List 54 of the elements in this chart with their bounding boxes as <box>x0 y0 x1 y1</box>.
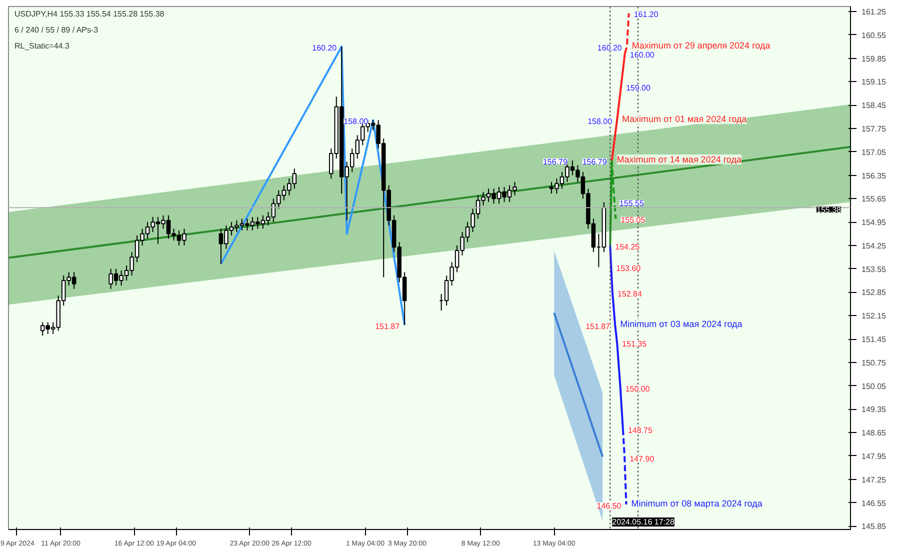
y-tick-label: 148.65 <box>862 428 887 438</box>
annotation: 151.35 <box>622 339 648 348</box>
y-tick-label: 159.15 <box>862 78 887 87</box>
y-tick-label: 151.45 <box>862 335 887 344</box>
annotation: 146.50 <box>596 501 622 510</box>
annotation: Minimum от 08 марта 2024 года <box>631 498 762 508</box>
y-tick-label: 159.85 <box>862 54 887 64</box>
y-tick-label: 154.25 <box>862 241 887 250</box>
annotation: 147.90 <box>630 454 655 464</box>
annotation: 148.75 <box>628 426 653 436</box>
y-tick-label: 147.95 <box>862 452 887 461</box>
y-tick-label: 147.25 <box>862 475 887 484</box>
annotation: Maximum от 29 апреля 2024 года <box>632 40 770 51</box>
ref-line-label: 155.38 <box>816 206 842 215</box>
y-tick-label: 152.85 <box>862 288 887 298</box>
chart-title: USDJPY,H4 155.33 155.54 155.28 155.38 <box>14 10 165 18</box>
y-tick-label: 156.35 <box>862 171 887 180</box>
annotation: RL_Static=44.3 <box>14 42 70 50</box>
annotation: 156.79 <box>582 158 608 167</box>
annotation: 158.00 <box>344 117 369 126</box>
annotation: 154.25 <box>615 242 640 252</box>
annotation: 152.84 <box>617 290 642 299</box>
annotation: 159.00 <box>626 84 651 93</box>
annotation: 6 / 240 / 55 / 89 / APs-3 <box>14 26 99 34</box>
annotation: 160.20 <box>312 44 338 53</box>
annotation: Maximum от 01 мая 2024 года <box>622 114 747 124</box>
annotation: 160.00 <box>630 50 655 60</box>
annotation: 160.20 <box>597 44 622 53</box>
annotation: 155.55 <box>619 199 644 208</box>
y-tick-label: 157.75 <box>862 124 887 134</box>
y-tick-label: 149.35 <box>862 405 887 414</box>
annotation: 151.87 <box>375 322 400 331</box>
annotation: 161.20 <box>634 10 659 20</box>
y-tick-label: 152.15 <box>862 312 887 321</box>
y-tick-label: 161.25 <box>862 8 887 17</box>
ref-line-label: 2024.05.16 17:28 <box>612 518 675 526</box>
y-tick-label: 160.55 <box>862 30 887 40</box>
y-tick-label: 146.55 <box>862 498 887 508</box>
annotation: Minimum от 03 мая 2024 года <box>620 318 742 329</box>
annotation: 155.05 <box>620 216 646 225</box>
y-tick-label: 150.05 <box>862 382 887 391</box>
annotation: 151.87 <box>586 322 611 331</box>
y-tick-label: 158.45 <box>862 101 887 110</box>
y-tick-label: 155.65 <box>862 194 887 204</box>
annotation: 156.79 <box>542 158 568 167</box>
y-tick-label: 150.75 <box>862 358 887 368</box>
annotation: Maximum от 14 мая 2024 года <box>616 154 742 165</box>
annotation: 153.60 <box>616 264 642 274</box>
annotation: 158.00 <box>588 117 613 126</box>
y-tick-label: 154.95 <box>862 218 887 228</box>
y-tick-label: 145.85 <box>862 522 887 532</box>
annotation: 150.00 <box>625 384 650 394</box>
y-tick-label: 153.55 <box>862 264 887 274</box>
y-tick-label: 157.05 <box>862 148 887 157</box>
